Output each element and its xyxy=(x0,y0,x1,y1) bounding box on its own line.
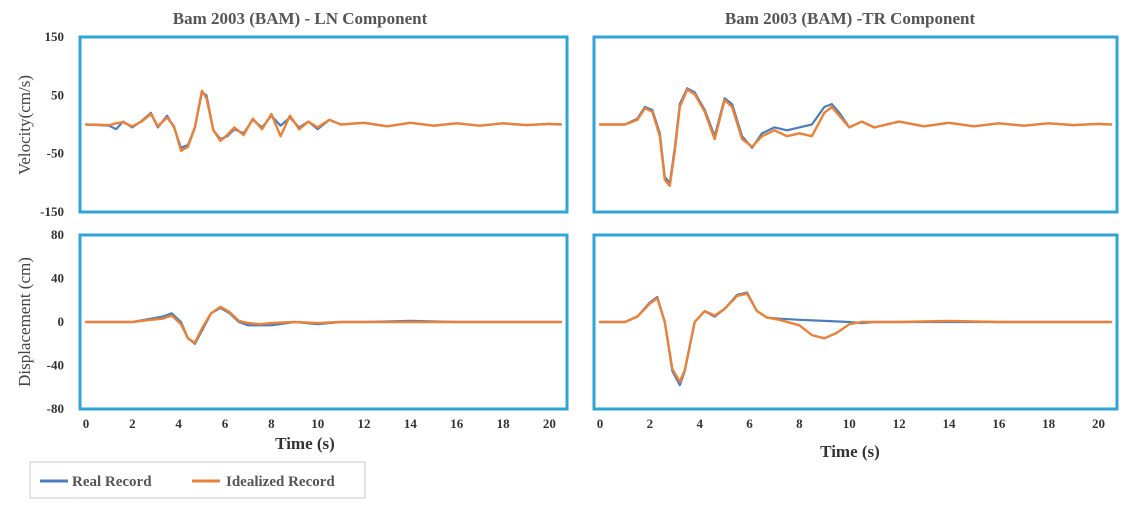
x-tick-label: 18 xyxy=(1042,416,1056,431)
x-tick-label: 2 xyxy=(129,416,136,431)
title-ln: Bam 2003 (BAM) - LN Component xyxy=(173,9,428,28)
panel-ln-displacement-frame xyxy=(78,233,569,411)
x-tick-label: 6 xyxy=(746,416,753,431)
y-tick-label: -40 xyxy=(47,358,64,373)
legend-real-label: Real Record xyxy=(72,474,152,490)
y-tick-label: -80 xyxy=(47,401,64,416)
x-tick-label: 0 xyxy=(597,416,604,431)
x-tick-label: 6 xyxy=(222,416,229,431)
ylabel-velocity: Velocity(cm/s) xyxy=(15,75,34,175)
xlabel-ln: Time (s) xyxy=(275,434,335,453)
series-idealized-record-line xyxy=(598,88,1113,188)
x-tick-label: 12 xyxy=(358,416,371,431)
x-tick-label: 2 xyxy=(647,416,654,431)
series-idealized-record-line xyxy=(84,305,563,344)
x-tick-label: 0 xyxy=(83,416,90,431)
y-tick-label: -150 xyxy=(40,204,64,219)
y-tick-label: 80 xyxy=(51,227,64,242)
title-tr: Bam 2003 (BAM) -TR Component xyxy=(725,9,976,28)
legend: Real Record Idealized Record xyxy=(29,461,366,499)
y-tick-label: -50 xyxy=(47,146,64,161)
x-tick-label: 16 xyxy=(992,416,1006,431)
xlabel-tr: Time (s) xyxy=(820,442,880,461)
series-idealized-record-line xyxy=(84,89,563,153)
x-tick-label: 14 xyxy=(404,416,418,431)
y-tick-label: 150 xyxy=(45,29,65,44)
panel-tr-displacement-frame xyxy=(592,233,1119,411)
x-tick-label: 12 xyxy=(893,416,906,431)
y-tick-label: 50 xyxy=(51,87,64,102)
x-tick-label: 4 xyxy=(175,416,182,431)
x-tick-label: 14 xyxy=(942,416,956,431)
panel-ln-velocity-frame xyxy=(78,35,569,214)
x-tick-label: 20 xyxy=(1092,416,1105,431)
series-idealized-record-line xyxy=(598,292,1113,383)
legend-idealized-label: Idealized Record xyxy=(226,474,335,490)
x-tick-label: 10 xyxy=(843,416,856,431)
x-tick-label: 18 xyxy=(497,416,511,431)
y-tick-label: 0 xyxy=(58,314,65,329)
x-tick-label: 4 xyxy=(696,416,703,431)
y-tick-label: 40 xyxy=(51,271,64,286)
x-tick-label: 20 xyxy=(543,416,556,431)
x-tick-label: 16 xyxy=(450,416,464,431)
x-tick-label: 8 xyxy=(268,416,275,431)
ylabel-displacement: Displacement (cm) xyxy=(15,257,34,387)
x-tick-label: 10 xyxy=(311,416,324,431)
panel-tr-velocity-frame xyxy=(592,35,1119,214)
x-tick-label: 8 xyxy=(796,416,803,431)
